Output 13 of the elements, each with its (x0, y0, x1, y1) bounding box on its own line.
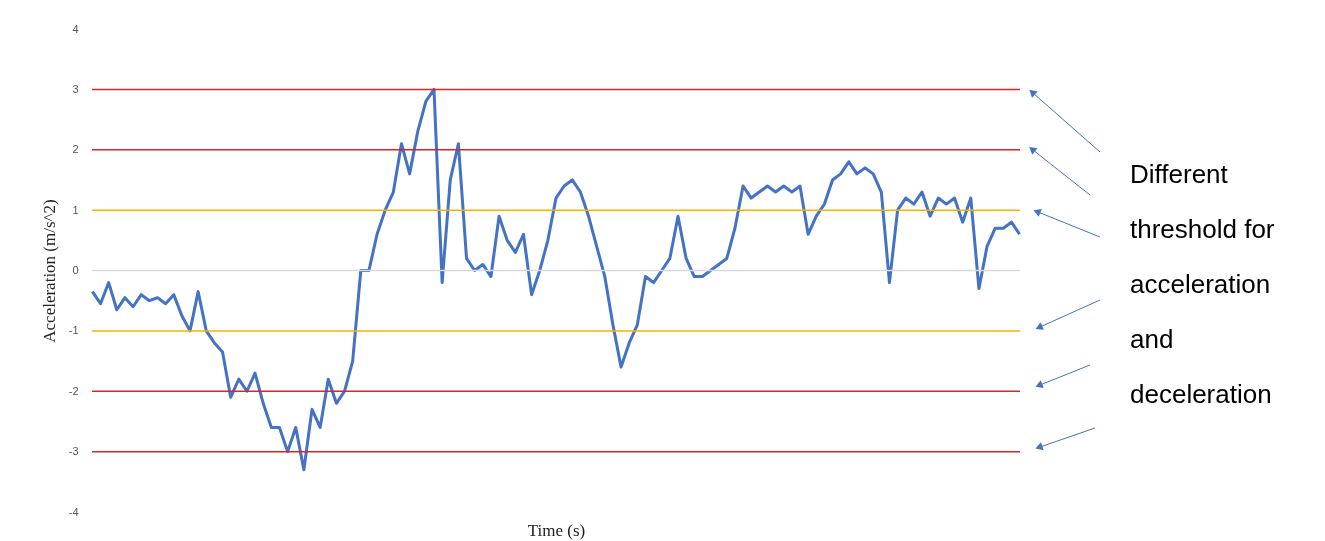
y-axis-title: Acceleration (m/s^2) (39, 199, 59, 343)
y-tick-label: 3 (72, 82, 79, 95)
line-series (90, 87, 1022, 472)
y-tick-label: -2 (68, 384, 79, 397)
y-tick-label: 2 (72, 143, 79, 156)
x-axis-title: Time (s) (527, 520, 586, 540)
y-tick-label: -3 (68, 445, 79, 458)
text: Different threshold for acceleration and deceleration (1130, 159, 1275, 409)
y-tick-label: 4 (72, 22, 79, 35)
y-tick-label: 1 (72, 203, 79, 216)
y-tick-label: 0 (72, 264, 79, 276)
y-tick-label: -1 (68, 324, 79, 337)
y-tick-label: -4 (68, 505, 79, 518)
